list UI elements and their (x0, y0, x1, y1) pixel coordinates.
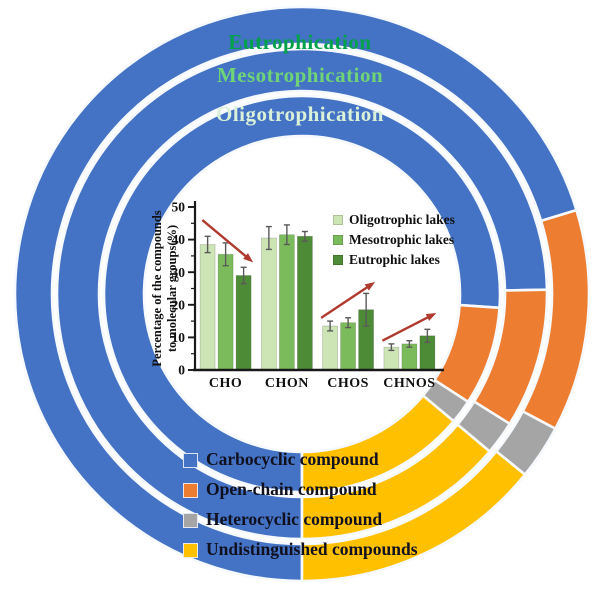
trend-arrow-increasing (381, 315, 431, 342)
legend-item-mesotrophic: Mesotrophic lakes (333, 230, 455, 250)
y-tick-label: 20 (172, 297, 186, 312)
eutrophic-color-swatch (333, 255, 343, 265)
bar (199, 244, 216, 371)
trend-arrow-head (425, 312, 437, 321)
legend-item-label: Eutrophic lakes (349, 252, 440, 268)
y-tick-label: 10 (172, 330, 186, 345)
bar (235, 275, 252, 371)
bar (217, 253, 234, 371)
legend-item-label: Open-chain compound (206, 479, 377, 500)
trend-arrow-head (364, 281, 376, 291)
open-chain-color-swatch (183, 482, 198, 498)
trend-arrow-decreasing (201, 219, 249, 259)
trend-arrow-head (243, 253, 254, 263)
y-tick-label: 40 (172, 232, 186, 247)
legend-item-carbocyclic: Carbocyclic compound (183, 449, 418, 471)
legend-item-label: Undistinguished compounds (206, 539, 418, 560)
legend-item-undistinguished: Undistinguished compounds (183, 539, 418, 561)
ring-middle-segment-carbocyclic (55, 47, 549, 541)
lake-type-legend: Oligotrophic lakes Mesotrophic lakes Eut… (333, 210, 455, 270)
y-tick-label: 0 (178, 363, 185, 378)
legend-item-label: Heterocyclic compound (206, 509, 383, 530)
bar (340, 322, 357, 371)
legend-item-heterocyclic: Heterocyclic compound (183, 509, 418, 531)
y-tick-label: 50 (172, 200, 186, 215)
bar (296, 235, 313, 371)
bar (278, 234, 295, 371)
x-category-label: CHON (265, 376, 309, 391)
undistinguished-color-swatch (183, 542, 198, 558)
ring-inner-segment-undistinguished (300, 394, 455, 494)
compound-type-legend: Carbocyclic compound Open-chain compound… (183, 449, 418, 569)
legend-item-label: Oligotrophic lakes (349, 212, 455, 228)
trophic-rings (13, 5, 591, 583)
legend-item-open-chain: Open-chain compound (183, 479, 418, 501)
ring-middle-segment-undistinguished (300, 423, 491, 541)
ring-inner-segment-carbocyclic (102, 94, 502, 494)
bar-chart: 0 10 20 30 40 50 CHO CHON CHOS CHNOS Percentage of… (150, 200, 444, 391)
trend-arrow-increasing (320, 284, 370, 319)
y-axis-label: to molecular groups(%) (165, 225, 179, 352)
y-axis-label: Percentage of the compounds (150, 210, 164, 366)
ring-outer-segment-carbocyclic (13, 5, 578, 583)
legend-item-label: Mesotrophic lakes (349, 232, 455, 248)
mesotrophic-color-swatch (333, 235, 343, 245)
y-tick-label: 30 (172, 265, 186, 280)
bar (260, 237, 277, 371)
x-category-label: CHOS (327, 376, 369, 391)
legend-item-oligotrophic: Oligotrophic lakes (333, 210, 455, 230)
carbocyclic-color-swatch (183, 452, 198, 468)
x-category-label: CHO (209, 376, 242, 391)
oligotrophic-color-swatch (333, 215, 343, 225)
x-category-label: CHNOS (383, 376, 435, 391)
bar (322, 325, 339, 371)
legend-item-eutrophic: Eutrophic lakes (333, 250, 455, 270)
legend-item-label: Carbocyclic compound (206, 449, 379, 470)
ring-outer-segment-undistinguished (300, 450, 527, 583)
heterocyclic-color-swatch (183, 512, 198, 528)
